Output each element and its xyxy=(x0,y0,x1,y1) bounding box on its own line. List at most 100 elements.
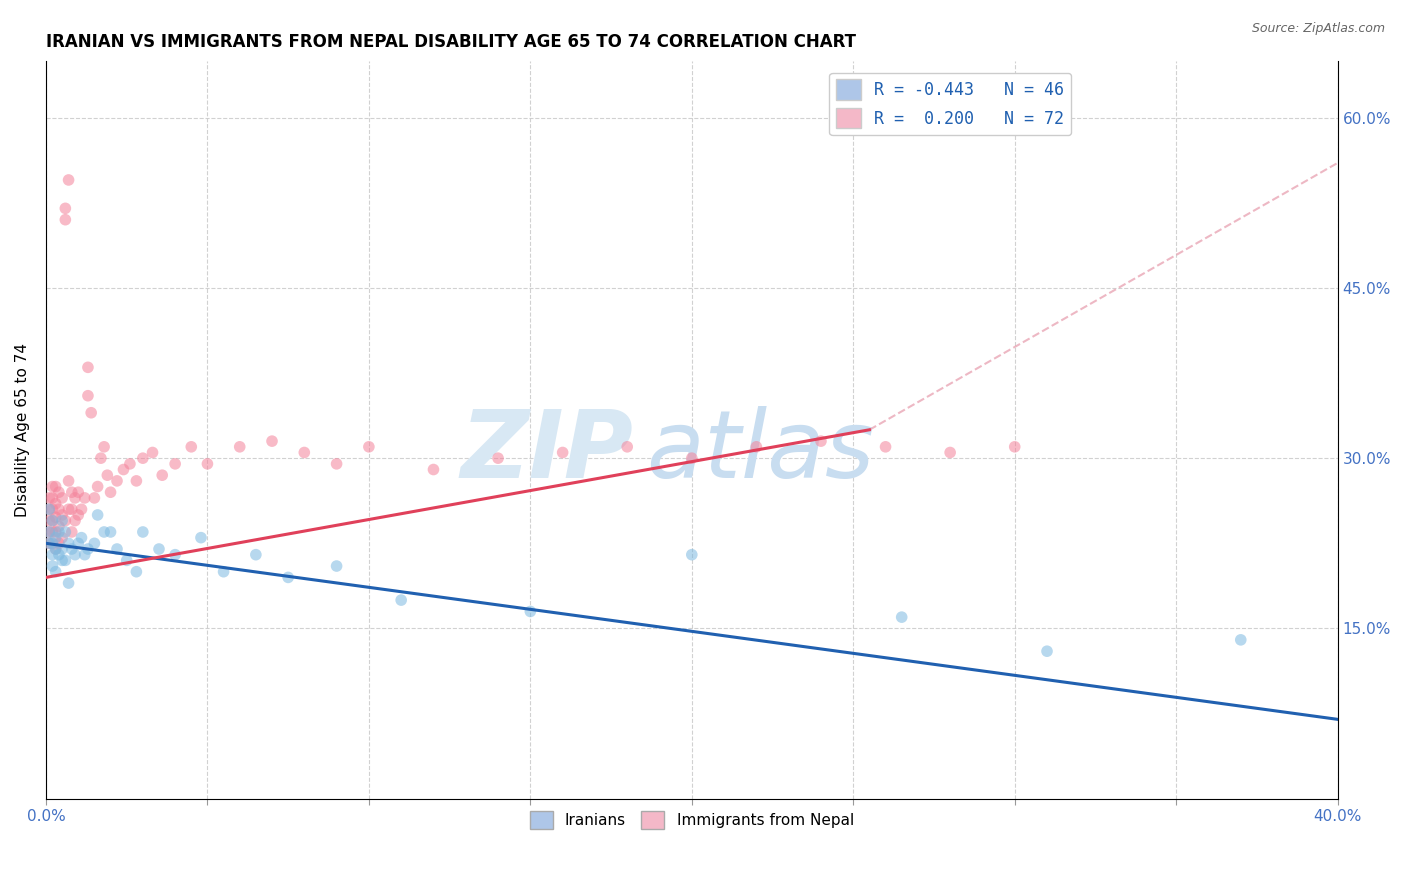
Point xyxy=(38,502,60,516)
Point xyxy=(41,548,63,562)
Point xyxy=(80,406,103,420)
Point xyxy=(38,536,60,550)
Point xyxy=(58,502,80,516)
Point xyxy=(486,451,509,466)
Point xyxy=(551,445,574,459)
Point xyxy=(53,514,76,528)
Point xyxy=(105,474,128,488)
Point xyxy=(41,491,63,505)
Point xyxy=(325,457,347,471)
Point xyxy=(93,524,115,539)
Point xyxy=(197,457,219,471)
Point xyxy=(41,559,63,574)
Point xyxy=(67,508,90,522)
Point xyxy=(53,202,76,216)
Point xyxy=(148,541,170,556)
Point xyxy=(616,440,638,454)
Point xyxy=(51,553,73,567)
Point xyxy=(100,485,122,500)
Point xyxy=(45,524,67,539)
Point xyxy=(115,553,138,567)
Point xyxy=(681,548,703,562)
Point xyxy=(60,485,83,500)
Point xyxy=(58,173,80,187)
Point xyxy=(60,524,83,539)
Point xyxy=(1004,440,1026,454)
Point xyxy=(60,541,83,556)
Point xyxy=(45,510,67,524)
Point xyxy=(67,536,90,550)
Point xyxy=(38,536,60,550)
Text: IRANIAN VS IMMIGRANTS FROM NEPAL DISABILITY AGE 65 TO 74 CORRELATION CHART: IRANIAN VS IMMIGRANTS FROM NEPAL DISABIL… xyxy=(46,33,856,51)
Text: ZIP: ZIP xyxy=(461,406,634,498)
Point xyxy=(86,508,108,522)
Point xyxy=(83,536,105,550)
Point xyxy=(93,440,115,454)
Point xyxy=(45,541,67,556)
Point xyxy=(132,524,155,539)
Point xyxy=(422,462,444,476)
Point xyxy=(90,451,112,466)
Point xyxy=(125,474,148,488)
Point xyxy=(48,536,70,550)
Point xyxy=(63,548,86,562)
Point xyxy=(67,485,90,500)
Point xyxy=(38,524,60,539)
Point xyxy=(45,565,67,579)
Point xyxy=(112,462,135,476)
Point xyxy=(48,524,70,539)
Point xyxy=(180,440,202,454)
Point xyxy=(389,593,412,607)
Point xyxy=(228,440,250,454)
Point xyxy=(53,553,76,567)
Point xyxy=(77,389,100,403)
Point xyxy=(939,445,962,459)
Point xyxy=(45,479,67,493)
Point xyxy=(125,565,148,579)
Point xyxy=(38,524,60,539)
Point xyxy=(100,524,122,539)
Point xyxy=(41,536,63,550)
Point xyxy=(1229,632,1251,647)
Text: atlas: atlas xyxy=(647,407,875,498)
Point xyxy=(292,445,315,459)
Point xyxy=(58,474,80,488)
Point xyxy=(1036,644,1059,658)
Point xyxy=(45,541,67,556)
Point xyxy=(519,604,541,618)
Point xyxy=(86,479,108,493)
Point xyxy=(58,576,80,591)
Point xyxy=(150,468,173,483)
Point xyxy=(70,531,93,545)
Point xyxy=(38,514,60,528)
Point xyxy=(810,434,832,449)
Point xyxy=(357,440,380,454)
Point xyxy=(60,502,83,516)
Point xyxy=(41,514,63,528)
Point xyxy=(132,451,155,466)
Point xyxy=(890,610,912,624)
Point xyxy=(83,491,105,505)
Point xyxy=(70,502,93,516)
Point xyxy=(51,541,73,556)
Point xyxy=(38,502,60,516)
Point xyxy=(41,536,63,550)
Point xyxy=(277,570,299,584)
Point xyxy=(41,514,63,528)
Point xyxy=(875,440,897,454)
Point xyxy=(48,548,70,562)
Point xyxy=(48,519,70,533)
Point xyxy=(63,514,86,528)
Point xyxy=(51,491,73,505)
Point xyxy=(48,502,70,516)
Point xyxy=(105,541,128,556)
Point xyxy=(48,485,70,500)
Point xyxy=(77,541,100,556)
Point xyxy=(45,531,67,545)
Point xyxy=(745,440,768,454)
Point xyxy=(96,468,118,483)
Point xyxy=(63,491,86,505)
Point xyxy=(51,508,73,522)
Legend: Iranians, Immigrants from Nepal: Iranians, Immigrants from Nepal xyxy=(523,805,860,836)
Point xyxy=(141,445,163,459)
